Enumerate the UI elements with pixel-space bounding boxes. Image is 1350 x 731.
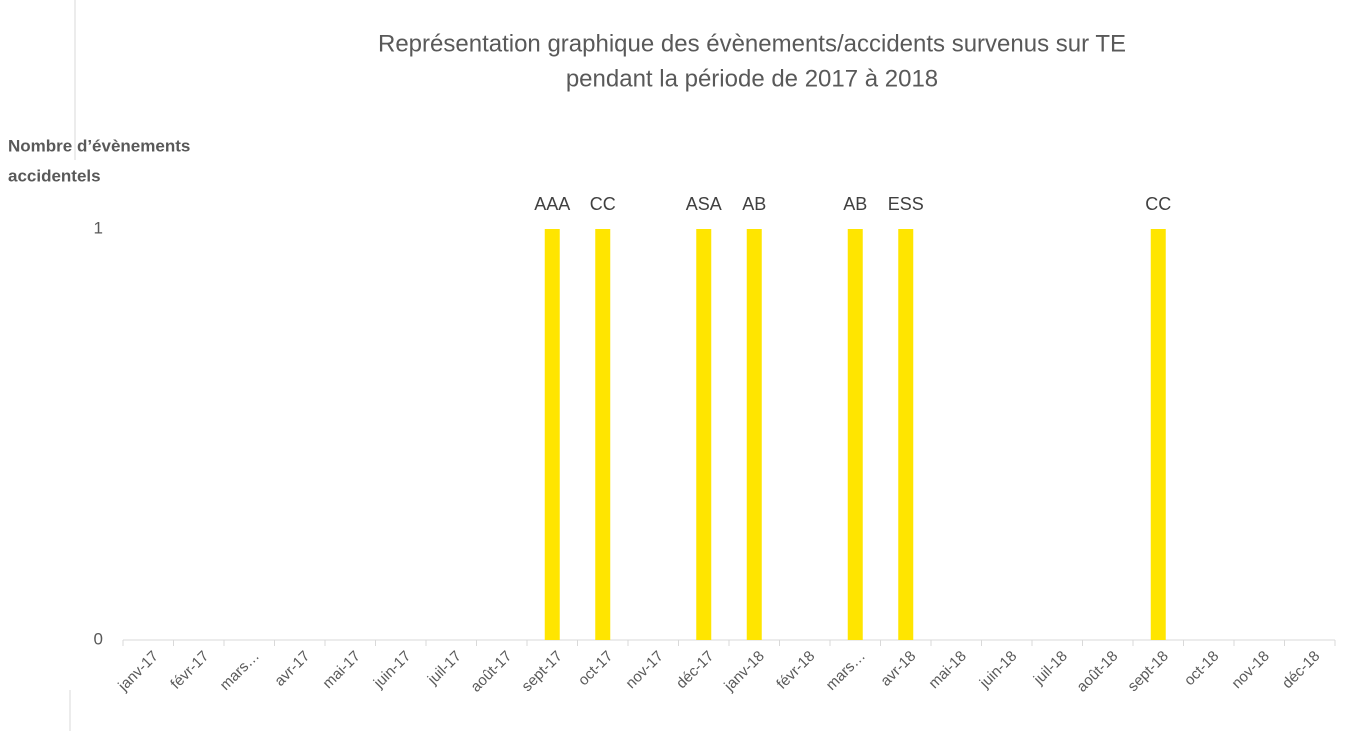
y-tick-label: 1	[94, 218, 103, 237]
data-label: CC	[1145, 194, 1171, 214]
x-tick-label: mars…	[217, 648, 263, 694]
bar	[544, 229, 560, 640]
x-tick-label: déc-18	[1279, 648, 1323, 692]
x-tick-label: mai-18	[925, 648, 969, 692]
x-tick-label: avr-17	[271, 648, 313, 690]
chart-title: Représentation graphique des évènements/…	[378, 30, 1126, 57]
bar	[746, 229, 762, 640]
x-tick-label: avr-18	[877, 648, 919, 690]
bar	[595, 229, 611, 640]
bar	[696, 229, 712, 640]
x-tick-label: janv-18	[720, 648, 768, 696]
x-tick-label: nov-18	[1228, 648, 1272, 692]
x-tick-label: févr-18	[773, 648, 818, 693]
x-tick-label: sept-17	[518, 648, 565, 695]
x-tick-label: oct-17	[575, 648, 617, 690]
x-tick-label: août-18	[1073, 648, 1121, 696]
x-tick-label: mars…	[823, 648, 869, 694]
x-tick-label: mai-17	[319, 648, 363, 692]
x-tick-label: nov-17	[622, 648, 666, 692]
y-axis-title: Nombre d’évènements	[8, 136, 190, 155]
x-tick-label: févr-17	[167, 648, 212, 693]
x-tick-label: juil-18	[1030, 648, 1071, 689]
x-tick-label: oct-18	[1181, 648, 1223, 690]
y-tick-label: 0	[94, 629, 103, 648]
x-tick-label: sept-18	[1124, 648, 1171, 695]
data-label: AAA	[534, 194, 570, 214]
bar	[847, 229, 863, 640]
bar	[898, 229, 914, 640]
data-label: ASA	[686, 194, 722, 214]
data-label: AB	[742, 194, 766, 214]
data-label: AB	[843, 194, 867, 214]
x-tick-label: juin-17	[370, 648, 415, 693]
bar	[1150, 229, 1166, 640]
x-tick-label: déc-17	[673, 648, 717, 692]
y-axis-title: accidentels	[8, 166, 101, 185]
data-label: CC	[590, 194, 616, 214]
x-tick-label: août-17	[467, 648, 515, 696]
chart-title: pendant la période de 2017 à 2018	[566, 65, 938, 92]
x-tick-label: juil-17	[424, 648, 465, 689]
x-tick-label: janv-17	[114, 648, 162, 696]
data-label: ESS	[888, 194, 924, 214]
x-tick-label: juin-18	[976, 648, 1021, 693]
